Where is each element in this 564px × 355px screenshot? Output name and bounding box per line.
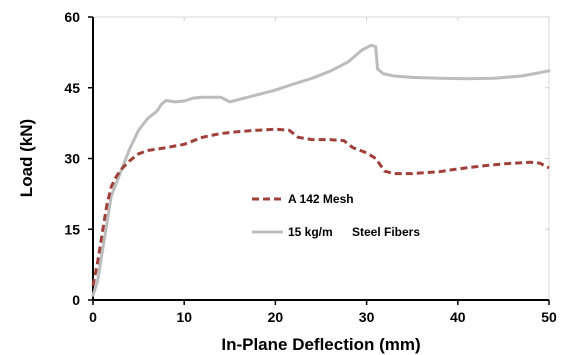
legend-label-fibers-part2: Steel Fibers (352, 225, 420, 239)
series-line-fibers (91, 43, 551, 297)
tick-marks (88, 16, 550, 305)
plot-frame (92, 16, 550, 301)
series-line-mesh (91, 127, 550, 287)
tick-labels: 0 10 20 30 40 50 0 15 30 45 60 (64, 9, 557, 325)
legend-label-fibers-part1: 15 kg/m (288, 225, 333, 239)
y-tick-label: 30 (64, 151, 80, 167)
legend-label-mesh: A 142 Mesh (288, 192, 354, 206)
y-tick-label: 60 (64, 9, 80, 25)
x-axis-title: In-Plane Deflection (mm) (221, 335, 420, 354)
x-tick-label: 30 (359, 309, 375, 325)
x-tick-label: 10 (176, 309, 192, 325)
y-tick-label: 0 (72, 292, 80, 308)
legend: A 142 Mesh 15 kg/m Steel Fibers (252, 192, 420, 239)
series-layer (91, 43, 551, 297)
y-tick-label: 15 (64, 221, 80, 237)
x-tick-label: 0 (89, 309, 97, 325)
y-axis-title: Load (kN) (17, 119, 36, 197)
x-tick-label: 20 (268, 309, 284, 325)
y-tick-label: 45 (64, 80, 80, 96)
x-tick-label: 40 (450, 309, 466, 325)
x-tick-label: 50 (541, 309, 557, 325)
